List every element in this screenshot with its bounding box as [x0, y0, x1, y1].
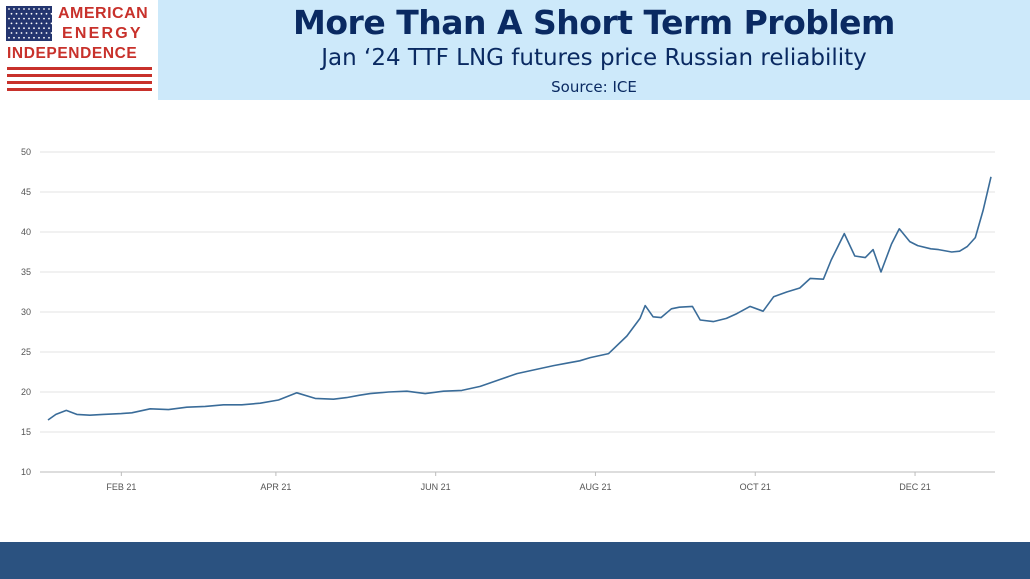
- y-tick-label: 40: [21, 227, 31, 237]
- y-tick-label: 35: [21, 267, 31, 277]
- x-tick-label: AUG 21: [579, 482, 611, 492]
- x-tick-label: JUN 21: [421, 482, 451, 492]
- y-tick-label: 15: [21, 427, 31, 437]
- y-tick-label: 30: [21, 307, 31, 317]
- series-line: [47, 176, 992, 421]
- y-tick-label: 50: [21, 147, 31, 157]
- source-note: Source: ICE: [551, 78, 637, 96]
- logo: AMERICAN ENERGY INDEPENDENCE: [0, 0, 158, 100]
- y-tick-label: 10: [21, 467, 31, 477]
- us-flag-icon: [6, 6, 52, 41]
- x-tick-label: APR 21: [260, 482, 291, 492]
- slide-title: More Than A Short Term Problem: [293, 3, 895, 42]
- y-tick-label: 25: [21, 347, 31, 357]
- x-tick-label: OCT 21: [740, 482, 771, 492]
- line-chart: 10 15 20 25 30 35 40 45 50 FEB 21 APR 21 JUN 21 AUG…: [21, 147, 995, 492]
- x-tick-label: DEC 21: [899, 482, 931, 492]
- gridlines: [40, 151, 995, 473]
- logo-text-line3: INDEPENDENCE: [7, 45, 138, 62]
- y-tick-label: 20: [21, 387, 31, 397]
- x-axis-ticks: FEB 21 APR 21 JUN 21 AUG 21 OCT 21 DEC 21: [106, 472, 931, 492]
- y-axis-ticks: 10 15 20 25 30 35 40 45 50: [21, 147, 31, 477]
- logo-text-line2: ENERGY: [62, 25, 143, 42]
- header-banner: More Than A Short Term Problem Jan ‘24 T…: [158, 0, 1030, 100]
- footer-band: [0, 542, 1030, 579]
- logo-text-line1: AMERICAN: [58, 5, 149, 22]
- x-tick-label: FEB 21: [106, 482, 136, 492]
- logo-stripes: [7, 67, 152, 91]
- series-layer: [47, 176, 992, 421]
- slide-subtitle: Jan ‘24 TTF LNG futures price Russian re…: [321, 45, 867, 71]
- y-tick-label: 45: [21, 187, 31, 197]
